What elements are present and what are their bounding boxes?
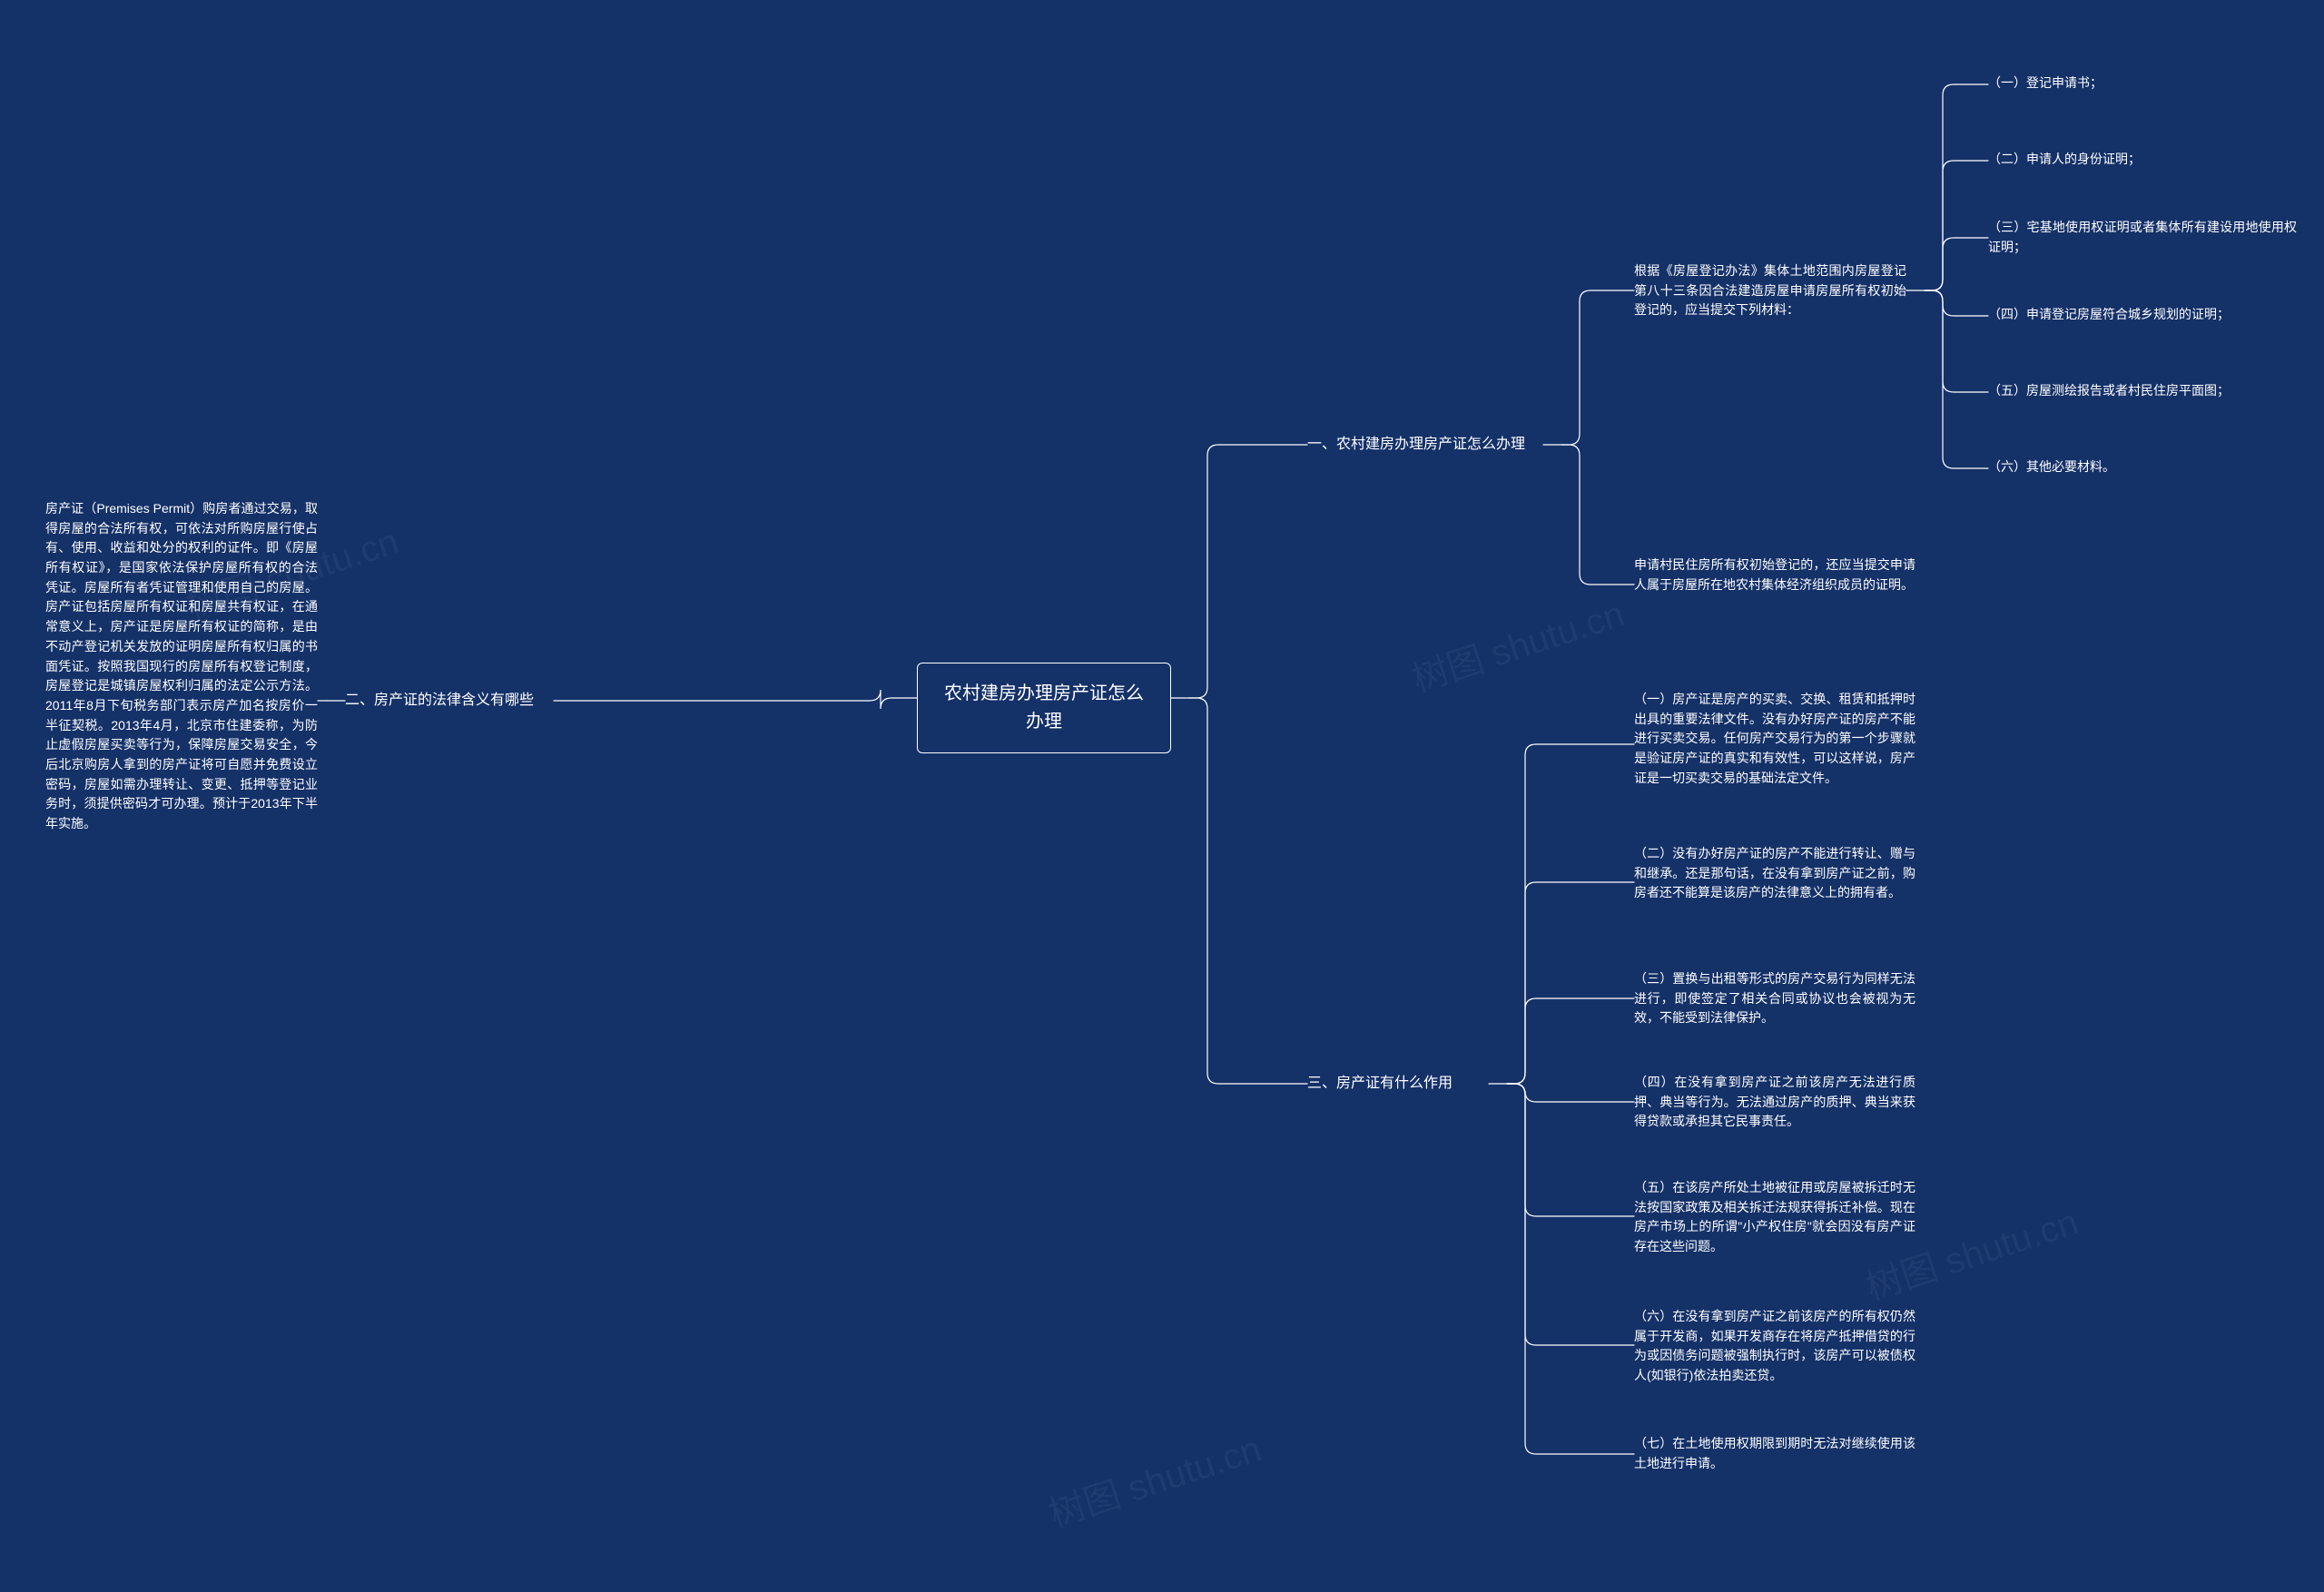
- leaf-node-1a: 根据《房屋登记办法》集体土地范围内房屋登记第八十三条因合法建造房屋申请房屋所有权…: [1634, 261, 1906, 320]
- leaf-node-3c: （三）置换与出租等形式的房产交易行为同样无法进行，即使签定了相关合同或协议也会被…: [1634, 969, 1915, 1028]
- leaf-node-3d: （四）在没有拿到房产证之前该房产无法进行质押、典当等行为。无法通过房产的质押、典…: [1634, 1073, 1915, 1132]
- leaf-node-3f: （六）在没有拿到房产证之前该房产的所有权仍然属于开发商，如果开发商存在将房产抵押…: [1634, 1307, 1915, 1386]
- leaf-node-1a4: （四）申请登记房屋符合城乡规划的证明；: [1988, 305, 2297, 325]
- leaf-node-1a3: （三）宅基地使用权证明或者集体所有建设用地使用权证明；: [1988, 218, 2297, 257]
- leaf-node-3a: （一）房产证是房产的买卖、交换、租赁和抵押时出具的重要法律文件。没有办好房产证的…: [1634, 690, 1915, 788]
- leaf-node-3e: （五）在该房产所处土地被征用或房屋被拆迁时无法按国家政策及相关拆迁法规获得拆迁补…: [1634, 1178, 1915, 1257]
- leaf-node-2a: 房产证（Premises Permit）购房者通过交易，取得房屋的合法所有权，可…: [45, 499, 318, 834]
- mindmap-connectors: [0, 0, 2324, 1592]
- branch-node-3: 三、房产证有什么作用: [1307, 1073, 1489, 1096]
- leaf-node-3g: （七）在土地使用权期限到期时无法对继续使用该土地进行申请。: [1634, 1434, 1915, 1473]
- watermark: 树图 shutu.cn: [1404, 585, 1630, 703]
- watermark: 树图 shutu.cn: [1041, 1420, 1266, 1538]
- leaf-node-1a6: （六）其他必要材料。: [1988, 457, 2260, 477]
- leaf-node-1a2: （二）申请人的身份证明；: [1988, 150, 2260, 170]
- branch-node-1: 一、农村建房办理房产证怎么办理: [1307, 434, 1543, 457]
- leaf-node-1a1: （一）登记申请书；: [1988, 74, 2260, 93]
- branch-node-2: 二、房产证的法律含义有哪些: [345, 690, 554, 712]
- leaf-node-3b: （二）没有办好房产证的房产不能进行转让、赠与和继承。还是那句话，在没有拿到房产证…: [1634, 844, 1915, 903]
- mindmap-center-node: 农村建房办理房产证怎么办理: [917, 663, 1171, 753]
- leaf-node-1b: 申请村民住房所有权初始登记的，还应当提交申请人属于房屋所在地农村集体经济组织成员…: [1634, 555, 1915, 595]
- leaf-node-1a5: （五）房屋测绘报告或者村民住房平面图；: [1988, 381, 2297, 401]
